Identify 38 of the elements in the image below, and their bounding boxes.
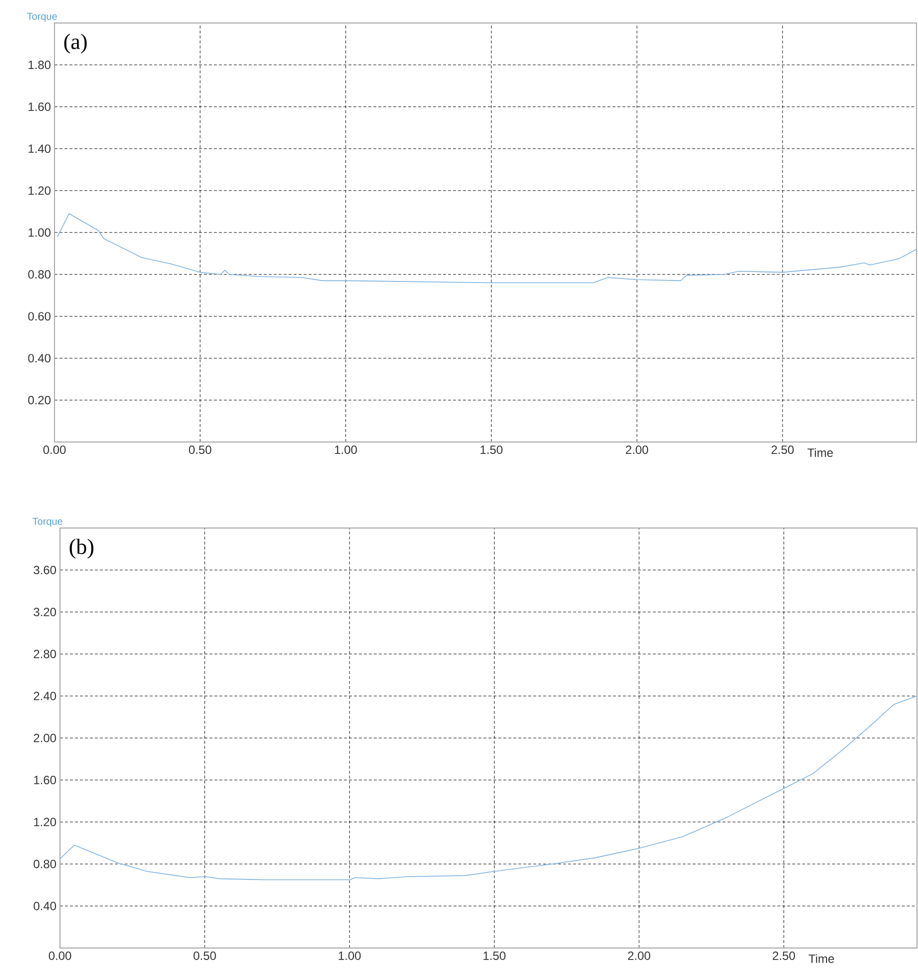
y-axis-title: Torque: [32, 518, 63, 527]
line-series: [57, 213, 918, 284]
y-tick-label: 1.20: [28, 186, 51, 195]
y-tick-label: 0.40: [28, 354, 51, 362]
y-tick-label: 1.80: [28, 60, 51, 70]
y-tick-label: 1.60: [28, 102, 51, 112]
x-axis-title: Time: [808, 448, 834, 457]
x-tick-label: 1.00: [335, 446, 358, 454]
line-series: [60, 696, 918, 880]
x-tick-label: 2.50: [772, 446, 794, 454]
y-axis-title: Torque: [27, 12, 58, 22]
y-tick-label: 1.00: [28, 228, 51, 237]
y-tick-label: 1.20: [34, 818, 56, 826]
x-tick-label: 1.50: [484, 952, 506, 960]
x-tick-label: 2.00: [628, 952, 650, 960]
y-tick-label: 0.20: [28, 396, 51, 404]
y-tick-label: 2.40: [34, 692, 56, 700]
x-tick-label: 0.00: [49, 952, 72, 960]
x-tick-label: 0.50: [194, 952, 216, 960]
y-tick-label: 2.00: [34, 734, 56, 742]
x-tick-label: 1.00: [339, 952, 361, 960]
x-tick-label: 0.00: [44, 446, 66, 454]
x-axis-title: Time: [808, 954, 834, 963]
y-tick-label: 0.80: [28, 270, 51, 279]
y-tick-label: 0.60: [28, 312, 51, 321]
y-tick-label: 1.60: [34, 776, 56, 784]
x-tick-label: 2.50: [773, 952, 796, 960]
y-tick-label: 1.40: [28, 144, 51, 153]
y-tick-label: 3.20: [34, 608, 56, 616]
x-tick-label: 2.00: [626, 446, 648, 454]
x-tick-label: 0.50: [189, 446, 212, 454]
y-tick-label: 3.60: [34, 566, 56, 574]
y-tick-label: 0.40: [34, 902, 56, 910]
y-tick-label: 2.80: [34, 650, 56, 658]
x-tick-label: 1.50: [480, 446, 503, 454]
annotation: (a): [64, 34, 87, 54]
y-tick-label: 0.80: [34, 860, 56, 868]
annotation: (b): [70, 538, 94, 559]
